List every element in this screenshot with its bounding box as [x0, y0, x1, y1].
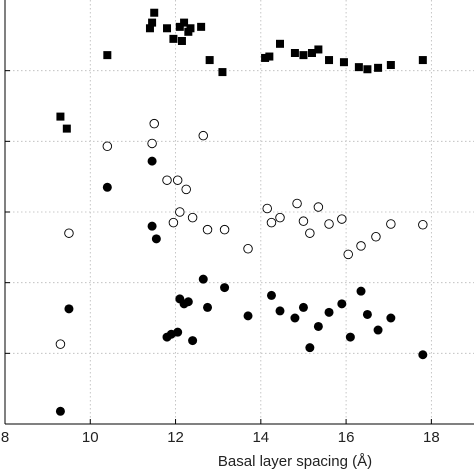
data-point-open-circle: [344, 250, 353, 259]
data-point-filled-circle: [152, 234, 161, 243]
data-point-open-circle: [372, 232, 381, 241]
data-point-filled-circle: [374, 326, 383, 335]
data-point-square: [291, 49, 299, 57]
data-point-filled-circle: [325, 308, 334, 317]
data-point-open-circle: [293, 199, 302, 208]
data-point-open-circle: [263, 204, 272, 213]
data-point-filled-circle: [148, 157, 157, 166]
data-point-filled-circle: [199, 275, 208, 284]
data-point-filled-circle: [337, 299, 346, 308]
data-point-filled-circle: [244, 311, 253, 320]
data-point-open-circle: [267, 218, 276, 227]
x-tick-labels: 8 10 12 14 16 18: [1, 429, 440, 446]
data-point-square: [103, 51, 111, 59]
data-point-square: [56, 113, 64, 121]
data-point-open-circle: [65, 229, 74, 238]
data-point-open-circle: [103, 142, 112, 151]
data-point-square: [218, 68, 226, 76]
data-point-square: [355, 63, 363, 71]
data-point-open-circle: [199, 131, 208, 140]
data-point-filled-circle: [418, 350, 427, 359]
data-point-open-circle: [276, 213, 285, 222]
x-tick-label: 10: [82, 429, 99, 446]
x-tick-label: 16: [338, 429, 355, 446]
data-point-square: [419, 56, 427, 64]
data-point-square: [178, 37, 186, 45]
data-point-open-circle: [220, 225, 229, 234]
data-point-filled-circle: [314, 322, 323, 331]
data-point-square: [299, 51, 307, 59]
data-point-filled-circle: [188, 336, 197, 345]
data-point-filled-circle: [386, 314, 395, 323]
data-point-square: [265, 53, 273, 61]
x-tick-label: 12: [167, 429, 184, 446]
data-point-filled-circle: [276, 306, 285, 315]
data-point-filled-circle: [64, 304, 73, 313]
data-point-filled-circle: [357, 287, 366, 296]
data-point-square: [340, 58, 348, 66]
data-point-open-circle: [357, 242, 366, 251]
data-point-open-circle: [163, 176, 172, 185]
data-point-open-circle: [182, 185, 191, 194]
data-point-filled-circle: [346, 333, 355, 342]
data-point-open-circle: [173, 176, 182, 185]
data-point-open-circle: [176, 208, 185, 217]
data-point-open-circle: [419, 220, 428, 229]
x-tick-label: 8: [1, 429, 9, 446]
data-point-open-circle: [387, 220, 396, 229]
data-point-open-circle: [338, 215, 347, 224]
data-point-filled-circle: [203, 303, 212, 312]
data-point-open-circle: [56, 340, 65, 349]
data-point-square: [363, 65, 371, 73]
data-point-open-circle: [169, 218, 178, 227]
data-point-square: [148, 19, 156, 27]
x-tick-label: 18: [423, 429, 440, 446]
data-point-square: [163, 24, 171, 32]
data-point-open-circle: [306, 229, 315, 238]
data-point-filled-circle: [290, 314, 299, 323]
ticks: [5, 71, 431, 424]
data-point-square: [197, 23, 205, 31]
data-point-filled-circle: [267, 291, 276, 300]
data-point-square: [186, 24, 194, 32]
data-point-open-circle: [244, 244, 253, 253]
data-point-square: [276, 40, 284, 48]
x-tick-label: 14: [252, 429, 269, 446]
axes: [5, 0, 474, 424]
data-point-open-circle: [325, 220, 334, 229]
data-point-open-circle: [314, 203, 323, 212]
data-point-open-circle: [188, 213, 197, 222]
grid: [5, 0, 474, 424]
data-point-filled-circle: [305, 343, 314, 352]
data-point-open-circle: [150, 119, 159, 128]
data-point-open-circle: [203, 225, 212, 234]
data-point-open-circle: [148, 139, 157, 148]
data-point-square: [150, 9, 158, 17]
data-point-square: [169, 35, 177, 43]
data-point-square: [374, 64, 382, 72]
data-point-filled-circle: [173, 328, 182, 337]
data-point-filled-circle: [220, 283, 229, 292]
data-point-filled-circle: [363, 310, 372, 319]
data-point-square: [206, 56, 214, 64]
data-point-square: [325, 56, 333, 64]
data-point-square: [63, 125, 71, 133]
data-point-square: [387, 61, 395, 69]
data-point-filled-circle: [103, 183, 112, 192]
data-point-open-circle: [299, 217, 308, 226]
data-point-filled-circle: [299, 303, 308, 312]
x-axis-label: Basal layer spacing (Å): [218, 453, 372, 470]
data-point-filled-circle: [148, 222, 157, 231]
data-point-filled-circle: [184, 297, 193, 306]
data-point-filled-circle: [56, 407, 65, 416]
data-point-square: [314, 45, 322, 53]
